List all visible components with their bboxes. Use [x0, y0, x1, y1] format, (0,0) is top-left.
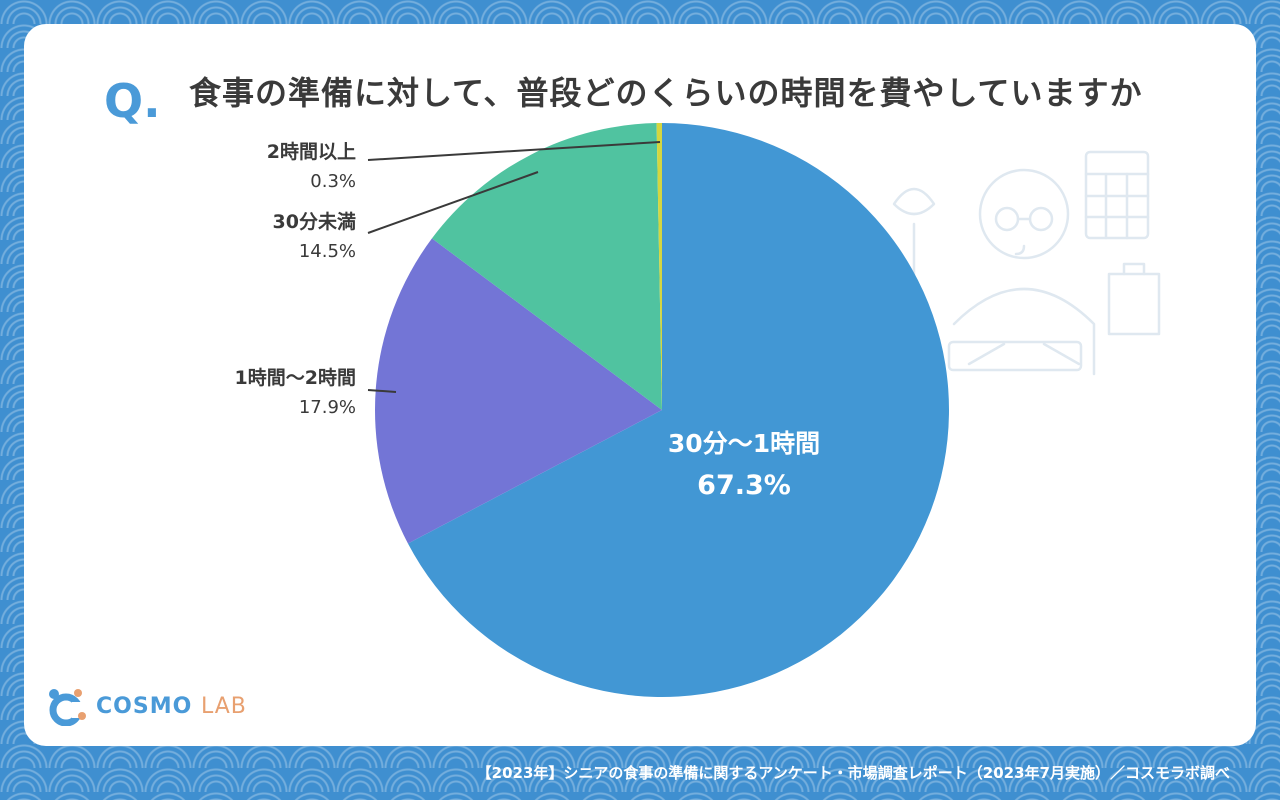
pie-slices [375, 123, 950, 697]
chart-card: Q. 食事の準備に対して、普段どのくらいの時間を費やしていますか [24, 24, 1256, 746]
pie-slice-2 [431, 123, 662, 410]
slice-label-30m-1h: 30分〜1時間 67.3% [644, 424, 844, 508]
question-title: 食事の準備に対して、普段どのくらいの時間を費やしていますか [189, 74, 1143, 112]
cosmo-lab-logo-icon [49, 689, 86, 726]
slice-label-over-2h-category: 2時間以上 [266, 141, 356, 163]
cosmo-lab-logo: COSMO LAB [46, 684, 247, 728]
slice-label-over-2h-value: 0.3% [310, 171, 356, 192]
slice-label-under-30m-category: 30分未満 [272, 211, 356, 233]
slice-label-1h-2h-value: 17.9% [298, 397, 356, 418]
slice-label-1h-2h: 1時間〜2時間 17.9% [235, 364, 356, 422]
slice-label-under-30m: 30分未満 14.5% [273, 208, 356, 266]
pie-slice-3 [656, 123, 662, 410]
logo-name-sub: LAB [200, 693, 247, 719]
question-mark: Q. [104, 74, 161, 128]
slice-label-30m-1h-value: 67.3% [697, 470, 791, 501]
logo-wordmark: COSMO LAB [96, 694, 247, 719]
leader-line-over-2h [367, 141, 661, 161]
leader-line-under-30m [367, 171, 539, 234]
slice-label-over-2h: 2時間以上 0.3% [267, 138, 356, 196]
pie-chart [367, 123, 1161, 697]
leader-lines [367, 141, 661, 393]
logo-name-main: COSMO [96, 693, 193, 719]
leader-line-1h-2h [367, 389, 397, 393]
slice-label-under-30m-value: 14.5% [298, 241, 356, 262]
slice-label-1h-2h-category: 1時間〜2時間 [234, 367, 356, 389]
slice-label-30m-1h-category: 30分〜1時間 [667, 429, 821, 458]
pie-slice-1 [375, 238, 662, 544]
source-footer: 【2023年】シニアの食事の準備に関するアンケート・市場調査レポート（2023年… [476, 764, 1230, 782]
pie-slice-0 [407, 123, 950, 697]
